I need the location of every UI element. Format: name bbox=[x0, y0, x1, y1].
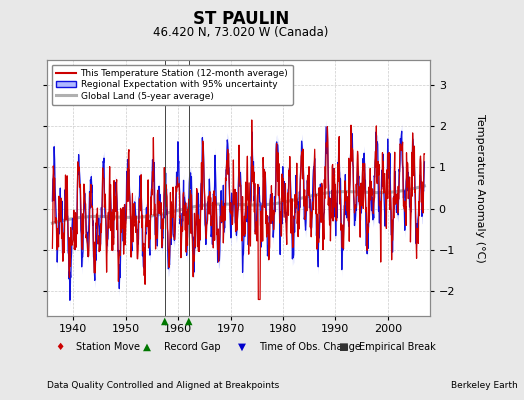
Text: Time of Obs. Change: Time of Obs. Change bbox=[259, 342, 362, 352]
Text: Station Move: Station Move bbox=[76, 342, 140, 352]
Text: ▲: ▲ bbox=[161, 316, 169, 326]
Text: 46.420 N, 73.020 W (Canada): 46.420 N, 73.020 W (Canada) bbox=[154, 26, 329, 39]
Legend: This Temperature Station (12-month average), Regional Expectation with 95% uncer: This Temperature Station (12-month avera… bbox=[52, 64, 293, 105]
Text: ST PAULIN: ST PAULIN bbox=[193, 10, 289, 28]
Text: ■: ■ bbox=[338, 342, 347, 352]
Text: ▲: ▲ bbox=[143, 342, 151, 352]
Text: Berkeley Earth: Berkeley Earth bbox=[451, 381, 517, 390]
Text: Record Gap: Record Gap bbox=[164, 342, 221, 352]
Text: Data Quality Controlled and Aligned at Breakpoints: Data Quality Controlled and Aligned at B… bbox=[47, 381, 279, 390]
Y-axis label: Temperature Anomaly (°C): Temperature Anomaly (°C) bbox=[475, 114, 485, 262]
Text: ♦: ♦ bbox=[55, 342, 64, 352]
Text: ▲: ▲ bbox=[185, 316, 192, 326]
Text: ▼: ▼ bbox=[238, 342, 246, 352]
Text: Empirical Break: Empirical Break bbox=[359, 342, 435, 352]
